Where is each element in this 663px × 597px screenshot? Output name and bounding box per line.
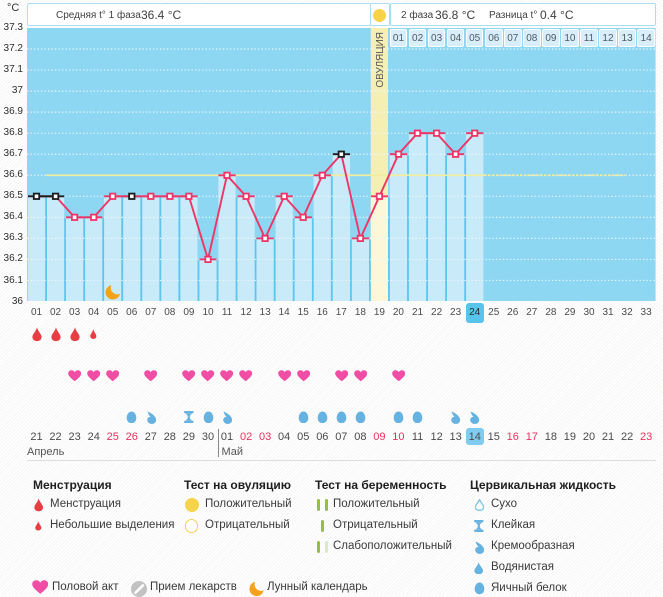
- svg-text:ОВУЛЯЦИЯ: ОВУЛЯЦИЯ: [375, 32, 386, 88]
